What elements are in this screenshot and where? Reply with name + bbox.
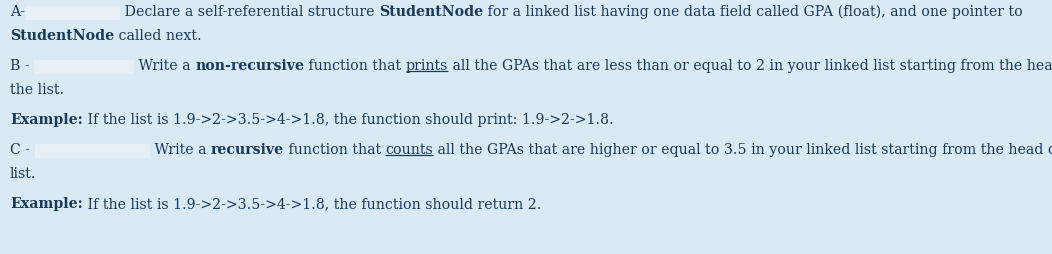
Text: called next.: called next. <box>114 29 202 43</box>
Text: list.: list. <box>11 166 37 180</box>
Text: Declare a self-referential structure: Declare a self-referential structure <box>120 5 379 19</box>
Text: non-recursive: non-recursive <box>196 59 304 73</box>
Bar <box>35 145 149 158</box>
Text: If the list is 1.9->2->3.5->4->1.8, the function should print: 1.9->2->1.8.: If the list is 1.9->2->3.5->4->1.8, the … <box>83 113 613 126</box>
Text: Example:: Example: <box>11 196 83 210</box>
Bar <box>35 61 135 74</box>
Bar <box>25 7 120 21</box>
Text: If the list is 1.9->2->3.5->4->1.8, the function should return 2.: If the list is 1.9->2->3.5->4->1.8, the … <box>83 196 541 210</box>
Text: Write a: Write a <box>135 59 196 73</box>
Text: all the GPAs that are higher or equal to 3.5 in your linked list starting from t: all the GPAs that are higher or equal to… <box>433 142 1052 156</box>
Text: B -: B - <box>11 59 35 73</box>
Text: the list.: the list. <box>11 83 64 97</box>
Text: StudentNode: StudentNode <box>11 29 114 43</box>
Text: A-: A- <box>11 5 25 19</box>
Text: Example:: Example: <box>11 113 83 126</box>
Text: prints: prints <box>406 59 448 73</box>
Text: function that: function that <box>284 142 385 156</box>
Text: recursive: recursive <box>210 142 284 156</box>
Text: counts: counts <box>385 142 433 156</box>
Text: all the GPAs that are less than or equal to 2 in your linked list starting from : all the GPAs that are less than or equal… <box>448 59 1052 73</box>
Text: C -: C - <box>11 142 35 156</box>
Text: function that: function that <box>304 59 406 73</box>
Text: for a linked list having one data field called GPA (float), and one pointer to: for a linked list having one data field … <box>483 5 1023 19</box>
Text: StudentNode: StudentNode <box>379 5 483 19</box>
Text: Write a: Write a <box>149 142 210 156</box>
